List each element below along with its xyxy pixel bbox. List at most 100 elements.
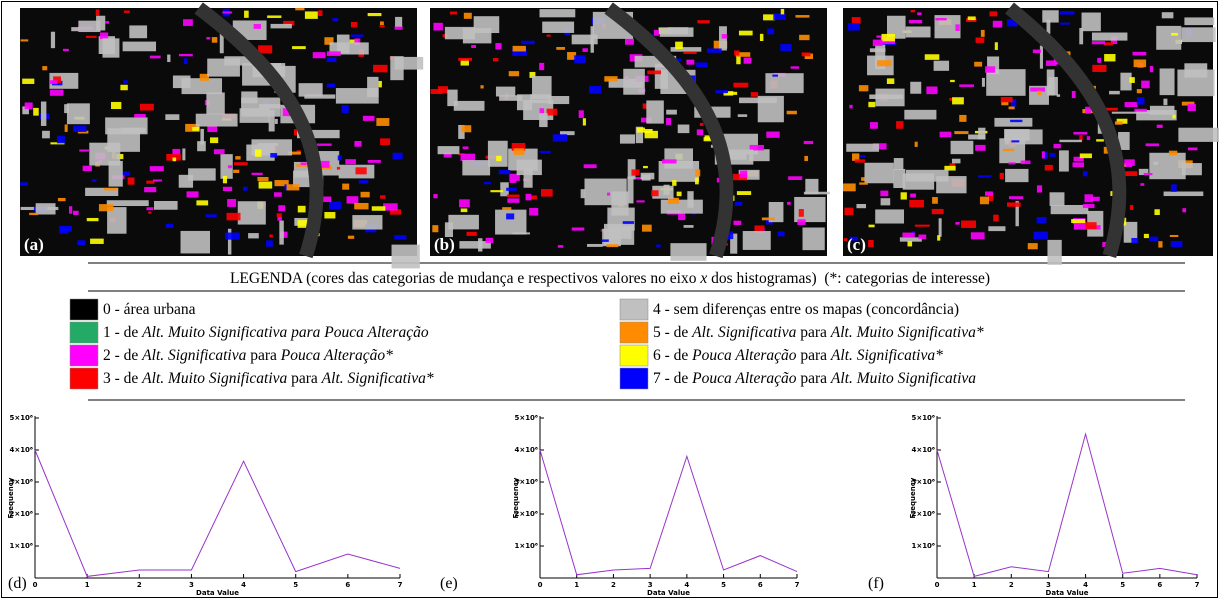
map-patch <box>165 114 179 120</box>
map-patch <box>651 190 658 196</box>
map-patch <box>20 39 28 41</box>
map-patch <box>342 184 349 190</box>
map-patch <box>547 35 551 37</box>
map-patch <box>937 235 940 240</box>
map-patch <box>859 85 868 91</box>
map-patch <box>393 153 403 160</box>
map-patch <box>1149 153 1185 179</box>
map-patch <box>859 182 868 184</box>
map-patch <box>355 167 366 174</box>
map-patch <box>462 160 490 175</box>
map-patch <box>952 97 964 104</box>
map-patch <box>227 199 236 207</box>
map-patch <box>707 48 722 52</box>
map-patch <box>150 56 161 59</box>
map-patch <box>672 180 676 186</box>
map-patch <box>200 129 204 145</box>
map-patch <box>1171 184 1177 192</box>
map-patch <box>936 176 966 193</box>
map-patch <box>1146 143 1160 146</box>
map-image <box>843 8 1219 265</box>
map-patch <box>254 24 261 29</box>
map-patch <box>1033 50 1041 54</box>
map-patch <box>1171 33 1178 36</box>
map-patch <box>804 192 830 195</box>
map-patch <box>993 215 998 222</box>
map-patch <box>1034 232 1048 240</box>
x-tick-label: 5 <box>721 581 726 589</box>
text-part: Alt. Muito Significativa para Pouca Alte… <box>141 324 429 341</box>
map-patch <box>279 221 283 245</box>
text-part: 7 - de <box>653 370 692 387</box>
map-patch <box>359 180 369 183</box>
map-patch <box>493 58 498 61</box>
text-part: 6 - de <box>653 347 692 364</box>
map-patch <box>982 78 985 87</box>
map-patch <box>179 54 193 56</box>
map-patch <box>287 184 300 190</box>
map-patch <box>86 36 97 38</box>
map-patch <box>909 20 922 23</box>
map-patch <box>87 218 99 221</box>
map-patch <box>150 166 164 171</box>
map-patch <box>656 244 660 247</box>
map-patch <box>763 14 775 20</box>
map-patch <box>248 233 259 238</box>
map-patch <box>959 115 966 122</box>
map-patch <box>392 245 420 269</box>
map-patch <box>463 146 469 149</box>
text-part: 5 - de <box>653 324 692 341</box>
map-patch <box>295 8 304 10</box>
map-patch <box>627 177 633 204</box>
map-patch <box>1060 11 1075 14</box>
map-patch <box>733 83 748 88</box>
map-patch <box>222 11 232 13</box>
map-patch <box>507 195 520 198</box>
map-patch <box>317 143 332 145</box>
map-patch <box>327 51 341 56</box>
map-patch <box>955 24 959 31</box>
map-patch <box>327 57 337 62</box>
map-patch <box>458 58 472 61</box>
map-patch <box>394 235 406 240</box>
map-patch <box>1005 169 1028 182</box>
map-patch <box>668 27 688 34</box>
map-patch <box>341 105 348 113</box>
map-patch <box>373 65 388 73</box>
map-patch <box>1092 41 1105 44</box>
x-tick-label: 4 <box>684 581 689 589</box>
map-patch <box>926 86 937 94</box>
map-patch <box>495 43 501 49</box>
map-patch <box>910 194 916 198</box>
text-part: para <box>797 347 831 364</box>
map-patch <box>1104 42 1113 45</box>
map-patch <box>79 149 90 151</box>
map-patch <box>92 179 97 182</box>
map-patch <box>843 183 856 191</box>
map-patch <box>1060 23 1070 25</box>
map-patch <box>65 124 68 131</box>
map-patch <box>646 100 663 123</box>
map-patch <box>461 154 475 161</box>
map-patch <box>1140 183 1144 186</box>
map-patch <box>780 44 791 51</box>
legend-swatch <box>620 299 648 320</box>
map-patch <box>1042 10 1058 22</box>
map-patch <box>765 73 803 93</box>
map-patch <box>1037 185 1042 192</box>
map-patch <box>454 101 485 111</box>
map-patch <box>1050 192 1065 206</box>
map-patch <box>1048 77 1058 96</box>
map-patch <box>1160 68 1175 95</box>
map-patch <box>733 221 741 225</box>
map-patch <box>909 200 924 207</box>
y-tick-label: 5×10⁶ <box>911 414 935 422</box>
text-part: Alt. Significativa <box>691 324 796 341</box>
map-patch <box>540 151 551 153</box>
y-tick-label: 5×10⁶ <box>514 414 538 422</box>
map-patch <box>880 191 888 197</box>
map-patch <box>961 220 976 227</box>
map-patch <box>438 146 460 154</box>
map-patch <box>654 30 659 36</box>
text-part: Alt. Significativa* <box>830 347 943 364</box>
